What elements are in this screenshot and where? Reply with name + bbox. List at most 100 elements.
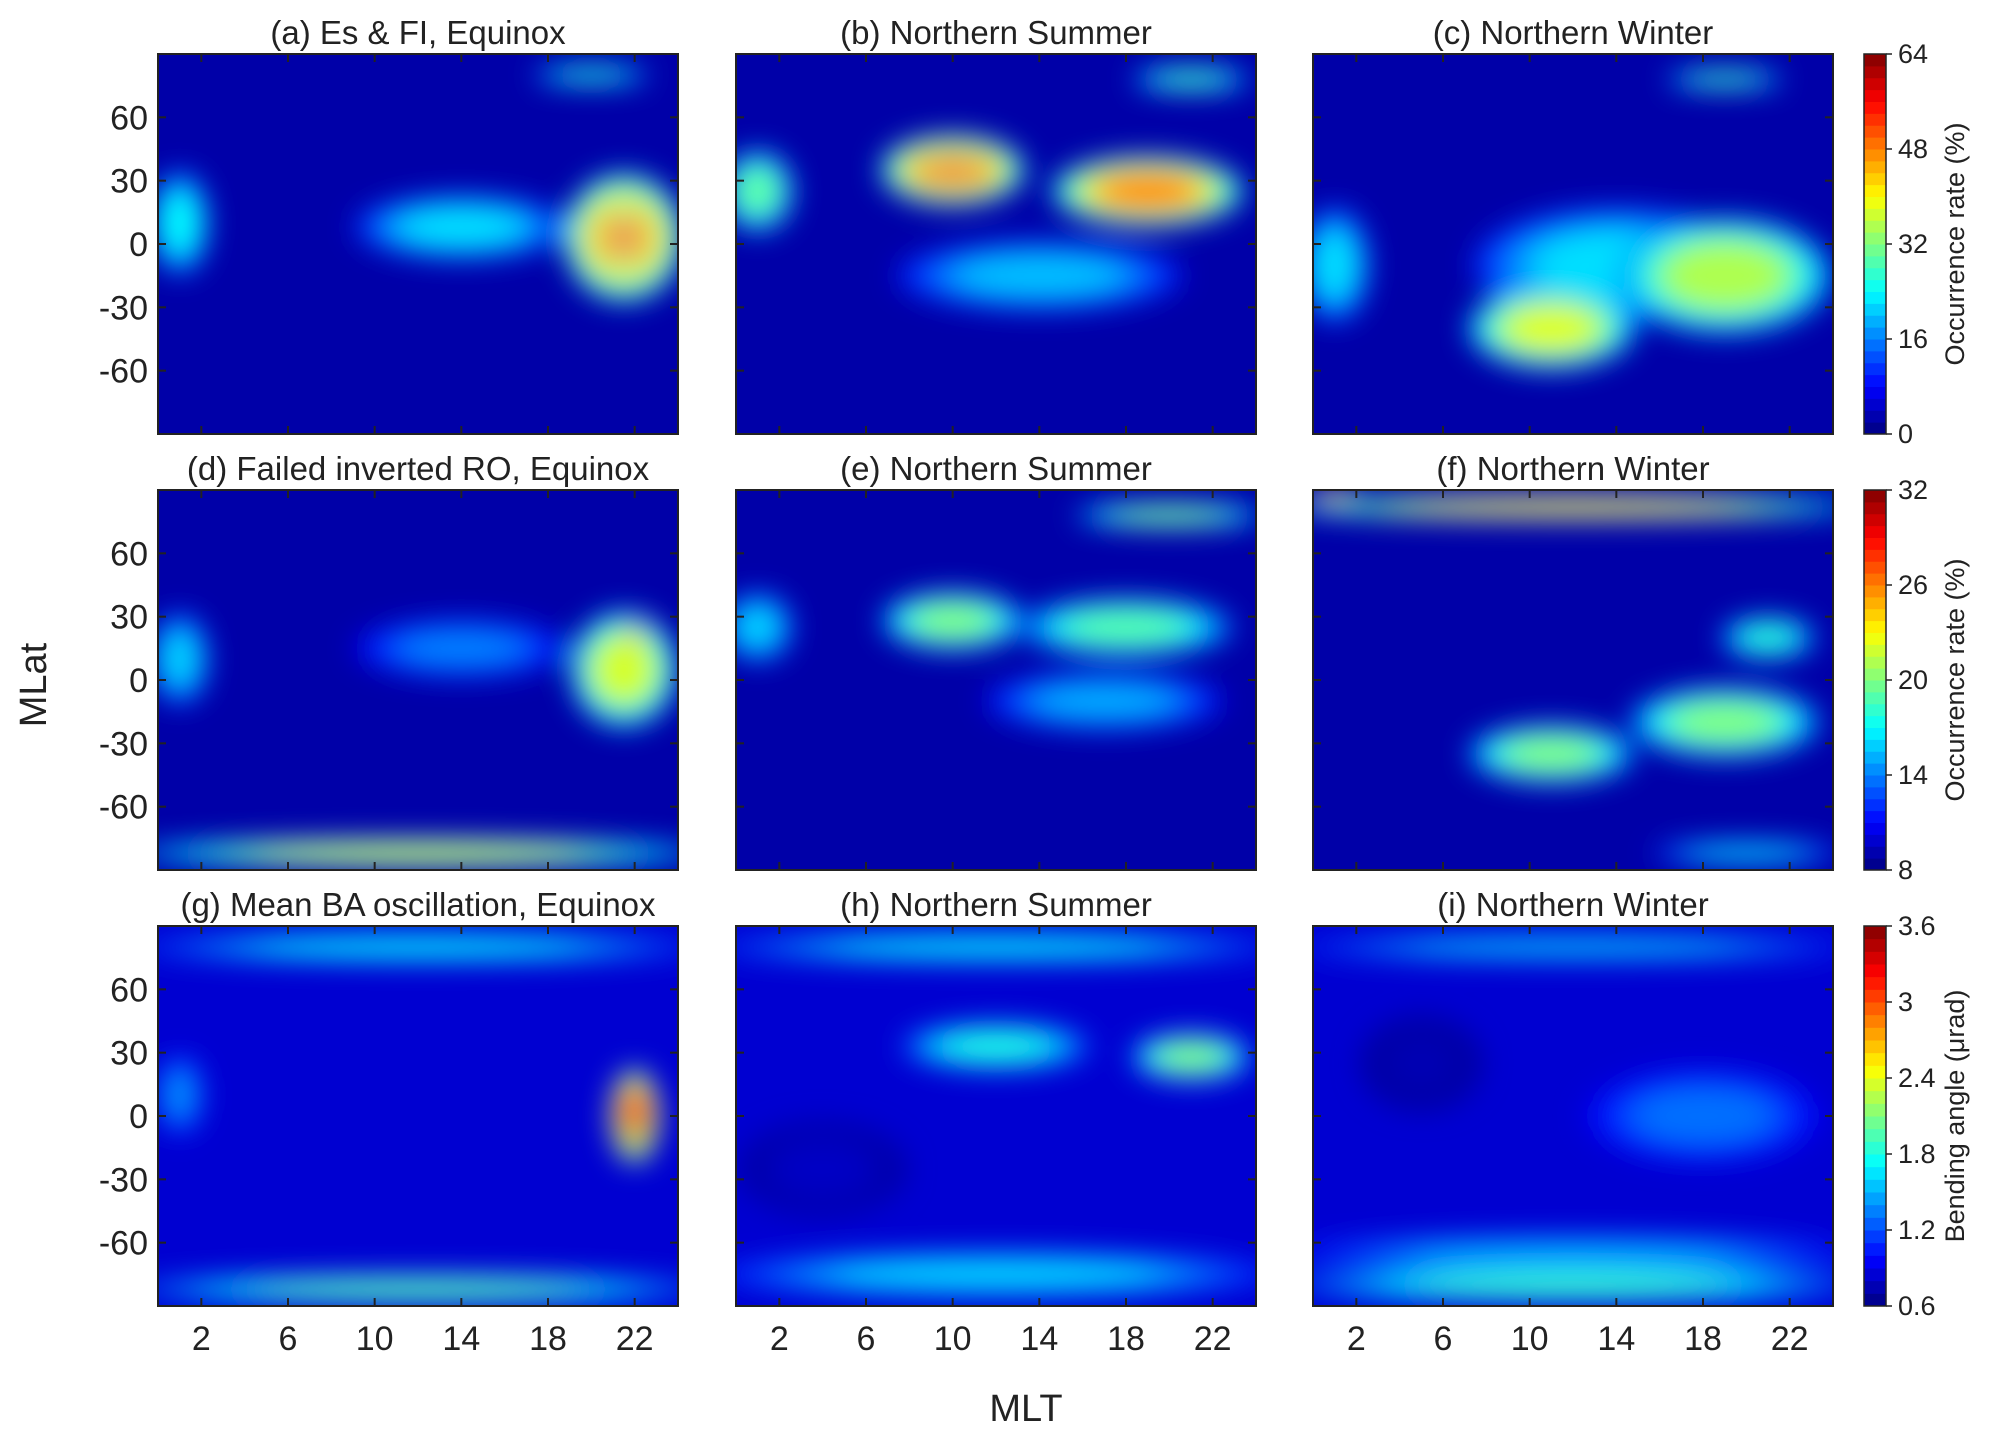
colorbar-segment	[1864, 846, 1886, 859]
heatmap-cell	[162, 632, 197, 686]
heatmap-cell	[1411, 1243, 1735, 1264]
colorbar-segment	[1864, 137, 1886, 150]
colorbar-segment	[1864, 172, 1886, 186]
colorbar-segment	[1864, 350, 1886, 364]
heatmap-cell	[1387, 1037, 1455, 1090]
panel-title: (f) Northern Winter	[1436, 450, 1709, 487]
y-tick-label: -60	[99, 789, 148, 827]
colorbar-segment	[1864, 149, 1886, 162]
heatmap-cell	[162, 193, 197, 253]
colorbar-segment	[1864, 585, 1886, 598]
panel-title: (b) Northern Summer	[840, 14, 1152, 51]
colorbar-segment	[1864, 125, 1886, 138]
colorbar-segment	[1864, 208, 1886, 221]
colorbar-label: Occurrence rate (%)	[1940, 558, 1970, 801]
colorbar-segment	[1864, 1052, 1886, 1066]
y-tick-label: 60	[110, 971, 148, 1009]
x-tick-label: 18	[529, 1320, 567, 1358]
y-tick-label: 0	[129, 1098, 148, 1136]
colorbar-occurrence-failed: 8 14 20 26 32 Occurrence rate (%)	[1863, 475, 1970, 885]
colorbar-segment	[1864, 1192, 1886, 1206]
colorbar-segment	[1864, 1242, 1886, 1256]
panel-title: (c) Northern Winter	[1433, 14, 1714, 51]
heatmap-field	[158, 65, 678, 302]
panel-background	[1313, 490, 1833, 870]
colorbar-segment	[1864, 989, 1886, 1003]
colorbar-segment	[1864, 858, 1886, 871]
heatmap-cell	[400, 631, 522, 665]
heatmap-cell	[1314, 232, 1355, 298]
colorbar-segment	[1864, 976, 1886, 990]
colorbar-segment	[1864, 327, 1886, 340]
colorbar-segment	[1864, 1268, 1886, 1282]
y-tick-label: 30	[110, 1035, 148, 1073]
heatmap-cell	[256, 939, 580, 955]
heatmap-cell	[737, 168, 778, 215]
x-tick-label: 22	[1771, 1320, 1809, 1358]
colorbar-segment	[1864, 422, 1886, 435]
colorbar-tick-label: 2.4	[1898, 1063, 1936, 1093]
colorbar-segment	[1864, 775, 1886, 788]
colorbar-segment	[1864, 255, 1886, 269]
colorbar-segment	[1864, 1065, 1886, 1079]
panel-background	[158, 926, 678, 1306]
colorbar-segment	[1864, 291, 1886, 304]
y-tick-label: 30	[110, 599, 148, 637]
panel-title: (e) Northern Summer	[840, 450, 1152, 487]
colorbar-segment	[1864, 739, 1886, 752]
panel-0-2: (c) Northern Winter	[1312, 14, 1834, 435]
panel-title: (d) Failed inverted RO, Equinox	[187, 450, 650, 487]
heatmap-cell	[613, 219, 634, 256]
colorbar-segment	[1864, 113, 1886, 126]
heatmap-field	[736, 67, 1251, 311]
heatmap-field	[1313, 935, 1833, 1303]
colorbar-segment	[1864, 632, 1886, 645]
y-tick-label: -30	[99, 1161, 148, 1199]
colorbar-segment	[1864, 703, 1886, 717]
heatmap-cell	[1504, 305, 1599, 352]
heatmap-cell	[1504, 737, 1599, 771]
x-tick-label: 6	[279, 1320, 298, 1358]
heatmap-cell	[912, 604, 993, 638]
y-tick-label: 0	[129, 226, 148, 264]
panel-2-0: (g) Mean BA oscillation, Equinox 2 6 10 14 18…	[99, 886, 679, 1358]
colorbar-segment	[1864, 89, 1886, 102]
colorbar-occurrence-es: 0 16 32 48 64 Occurrence rate (%)	[1863, 39, 1970, 449]
colorbar-segment	[1864, 303, 1886, 316]
colorbar-segment	[1864, 620, 1886, 633]
heatmap-cell	[557, 69, 625, 81]
colorbar-segment	[1864, 315, 1886, 328]
heatmap-cell	[775, 1142, 870, 1195]
x-tick-label: 18	[1684, 1320, 1722, 1358]
colorbar-segment	[1864, 410, 1886, 423]
heatmap-cell	[626, 629, 643, 638]
y-tick-label: 0	[129, 662, 148, 700]
colorbar-segment	[1864, 101, 1886, 114]
colorbar-segment	[1864, 715, 1886, 728]
colorbar-segment	[1864, 1078, 1886, 1092]
heatmap-cell	[166, 1071, 194, 1118]
colorbar-tick-label: 32	[1898, 229, 1928, 259]
colorbar-segment	[1864, 1002, 1886, 1016]
colorbar-tick-label: 32	[1898, 475, 1928, 505]
heatmap-cell	[1321, 492, 1349, 501]
colorbar-label: Occurrence rate (%)	[1940, 122, 1970, 365]
colorbar-segment	[1864, 1179, 1886, 1193]
colorbar-segment	[1864, 362, 1886, 376]
colorbar-segment	[1864, 798, 1886, 812]
colorbar-segment	[1864, 926, 1886, 940]
heatmap-cell	[834, 939, 1158, 955]
colorbar-segment	[1864, 77, 1886, 91]
colorbar-segment	[1864, 1040, 1886, 1054]
colorbar-segment	[1864, 220, 1886, 233]
heatmap-cell	[256, 845, 580, 861]
panel-title: (g) Mean BA oscillation, Equinox	[180, 886, 656, 923]
colorbar-segment	[1864, 561, 1886, 574]
colorbar-segment	[1864, 1014, 1886, 1028]
panel-1-2: (f) Northern Winter	[1312, 450, 1834, 871]
x-tick-label: 2	[1347, 1320, 1366, 1358]
colorbar-segment	[1864, 549, 1886, 562]
colorbar-segment	[1864, 1293, 1886, 1307]
colorbar-segment	[1864, 786, 1886, 800]
heatmap-cell	[1635, 1089, 1771, 1143]
